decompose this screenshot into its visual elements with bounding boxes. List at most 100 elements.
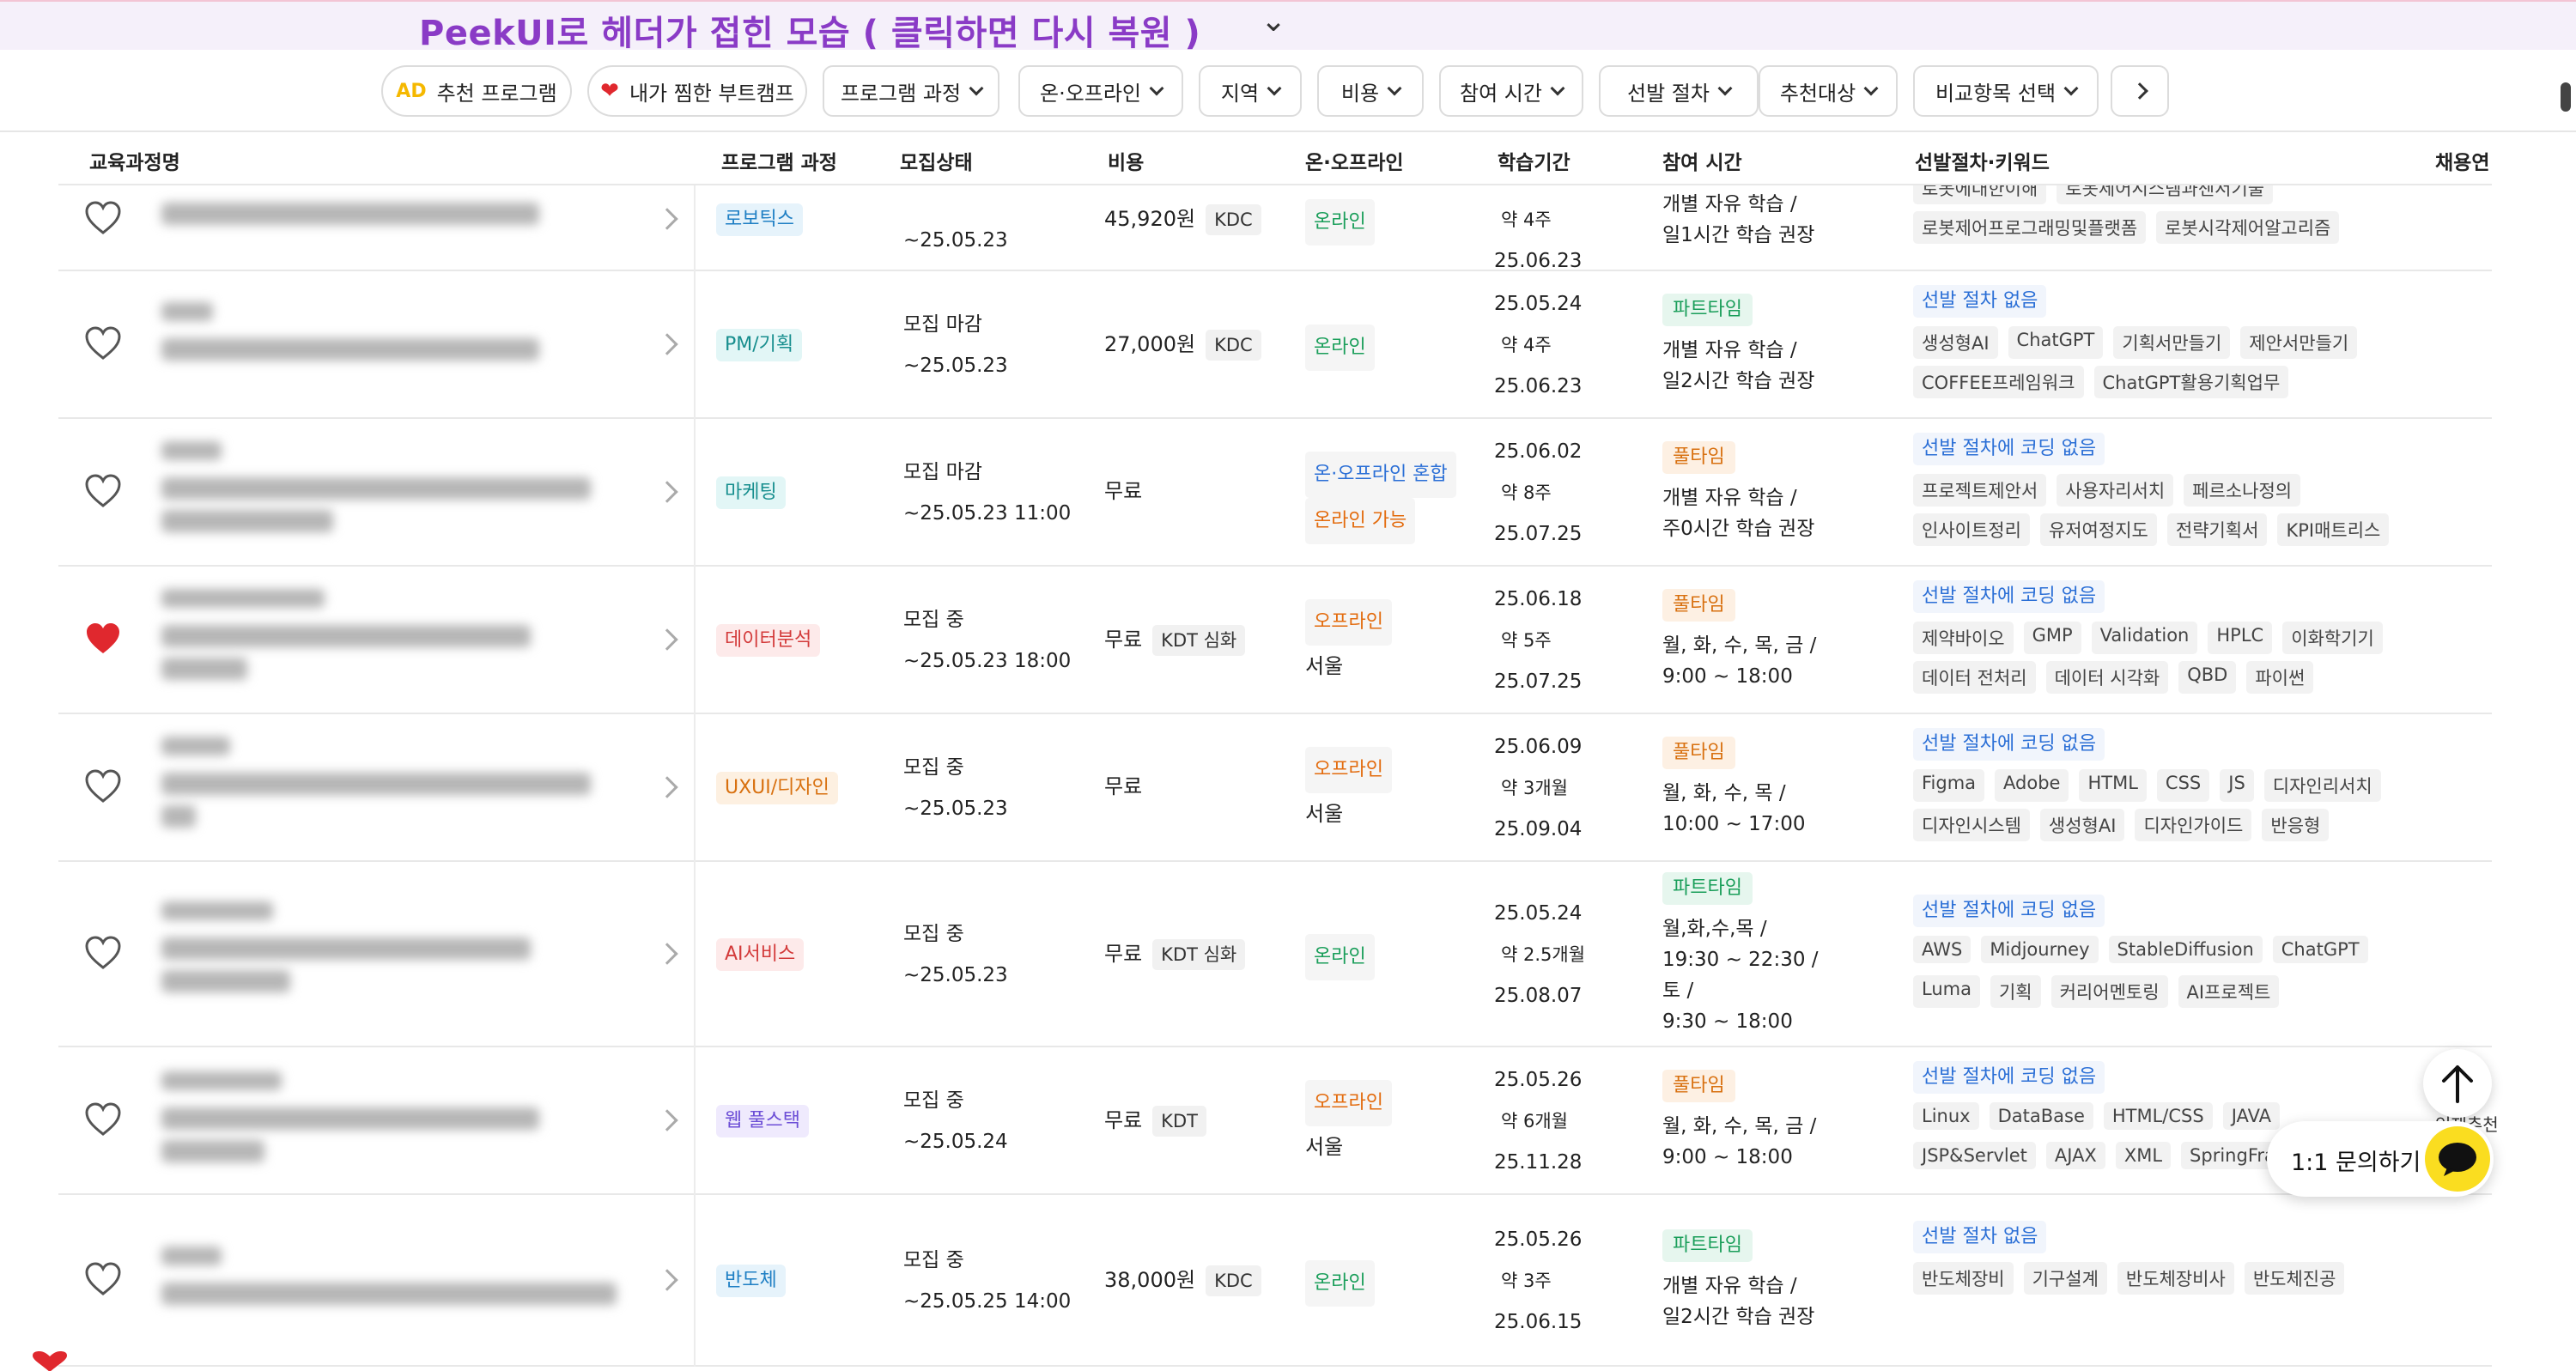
keyword-tag: 전략기획서 <box>2166 513 2268 546</box>
chevron-right-icon[interactable] <box>656 628 678 651</box>
filter-selection[interactable]: 선발 절차 <box>1599 65 1759 117</box>
filter-mode[interactable]: 온·오프라인 <box>1018 65 1183 117</box>
keyword-tag: JS <box>2220 769 2254 802</box>
keyword-list: Figma Adobe HTML CSS JS 디자인리서치 <box>1913 769 2381 802</box>
time-line: 개별 자유 학습 / <box>1662 339 1797 361</box>
keyword-list: 반도체장비 기구설계 반도체장비사 반도체진공 <box>1913 1262 2345 1295</box>
banner-text[interactable]: PeekUI로 헤더가 접힌 모습 ( 클릭하면 다시 복원 ) <box>419 14 1201 53</box>
filter-favorites[interactable]: ❤ 내가 찜한 부트캠프 <box>587 65 807 117</box>
scroll-top-button[interactable] <box>2423 1049 2492 1118</box>
time-line: 월, 화, 수, 목, 금 / <box>1662 1115 1817 1137</box>
table-row[interactable]: AI서비스 모집 중 ~25.05.23 무료 KDT 심화 온라인 25.05.24 약 2… <box>58 862 2492 1047</box>
scrollbar-thumb[interactable] <box>2561 82 2571 112</box>
mode: 온라인 <box>1305 325 1375 371</box>
selection-procedure: 선발 절차에 코딩 없음 <box>1913 728 2105 761</box>
chevron-right-icon[interactable] <box>656 776 678 798</box>
chevron-right-icon[interactable] <box>656 943 678 965</box>
chevron-right-icon[interactable] <box>656 1109 678 1131</box>
status-label: 모집 중 <box>903 756 964 779</box>
heart-outline-icon[interactable] <box>84 1102 122 1140</box>
blurred-title <box>161 901 273 920</box>
keyword-tag: 제안서만들기 <box>2240 326 2358 359</box>
heart-outline-icon[interactable] <box>84 326 122 364</box>
blurred-title <box>161 737 230 755</box>
heart-outline-icon[interactable] <box>84 474 122 512</box>
chevron-right-icon[interactable] <box>656 1269 678 1291</box>
keyword-tag: COFFEE프레임워크 <box>1913 366 2084 398</box>
deadline: ~25.05.24 <box>903 1131 1008 1153</box>
chevron-down-icon <box>2063 81 2079 96</box>
inquiry-button[interactable]: 1:1 문의하기 <box>2267 1121 2494 1197</box>
filter-next-button[interactable] <box>2111 65 2169 117</box>
heart-icon[interactable] <box>31 1351 69 1371</box>
filter-cost[interactable]: 비용 <box>1317 65 1424 117</box>
heart-outline-icon[interactable] <box>84 201 122 239</box>
end-date: 25.07.25 <box>1494 670 1583 693</box>
heart-filled-icon[interactable] <box>84 622 122 659</box>
filter-region[interactable]: 지역 <box>1199 65 1302 117</box>
keyword-tag: AJAX <box>2045 1142 2105 1169</box>
cost: 무료 KDT <box>1104 1106 1206 1137</box>
cost-value: 무료 <box>1104 628 1143 652</box>
filter-time[interactable]: 참여 시간 <box>1439 65 1583 117</box>
chevron-down-icon[interactable]: ⌄ <box>1261 3 1287 39</box>
cost-value: 무료 <box>1104 942 1143 966</box>
table-row[interactable]: 마케팅 모집 마감 ~25.05.23 11:00 무료 온·오프라인 혼합 온라인 가능… <box>58 419 2492 567</box>
cost-tag: KDC <box>1206 204 1261 235</box>
mode-sub: 서울 <box>1305 793 1392 834</box>
filter-program[interactable]: 프로그램 과정 <box>823 65 999 117</box>
selection-label: 선발 절차에 코딩 없음 <box>1913 895 2105 927</box>
table-row[interactable]: 반도체 모집 중 ~25.05.25 14:00 38,000원 KDC 온라인 25.05… <box>58 1195 2492 1367</box>
col-hiring[interactable]: 채용연 <box>2435 152 2490 174</box>
participation-time: 파트타임 개별 자유 학습 / 일2시간 학습 권장 <box>1662 1229 1814 1332</box>
mode: 온·오프라인 혼합 온라인 가능 <box>1305 452 1456 544</box>
keyword-tag: DataBase <box>1989 1102 2093 1130</box>
keyword-tag: 데이터 전처리 <box>1913 661 2036 694</box>
chevron-right-icon[interactable] <box>656 481 678 503</box>
col-time[interactable]: 참여 시간 <box>1662 152 1742 174</box>
participation-time: 파트타임 개별 자유 학습 / 일2시간 학습 권장 <box>1662 294 1814 397</box>
filter-compare[interactable]: 비교항목 선택 <box>1913 65 2099 117</box>
start-date: 25.06.09 <box>1494 736 1583 758</box>
keyword-tag: 생성형AI <box>2039 809 2125 841</box>
keyword-tag: 사용자리서치 <box>2057 474 2174 507</box>
keyword-tag: 프로젝트제안서 <box>1913 474 2047 507</box>
mode-label: 온라인 <box>1305 934 1375 980</box>
filter-target[interactable]: 추천대상 <box>1759 65 1898 117</box>
table-row[interactable]: 로보틱스 ~25.05.23 45,920원 KDC 온라인 약 4주 25.06.23 개별… <box>58 185 2492 272</box>
table-row[interactable]: 웹 풀스택 모집 중 ~25.05.24 무료 KDT 오프라인 서울 25.05.26 약 6… <box>58 1047 2492 1195</box>
cost-value: 무료 <box>1104 479 1143 503</box>
time-line: 개별 자유 학습 / <box>1662 193 1797 215</box>
keyword-tag: 디자인시스템 <box>1913 809 2030 841</box>
collapsed-header-banner[interactable]: PeekUI로 헤더가 접힌 모습 ( 클릭하면 다시 복원 ) ⌄ <box>0 0 2576 53</box>
column-divider <box>694 1047 696 1195</box>
heart-outline-icon[interactable] <box>84 936 122 974</box>
col-keywords[interactable]: 선발절차·키워드 <box>1915 152 2050 174</box>
filter-recommended[interactable]: AD 추천 프로그램 <box>381 65 572 117</box>
keyword-tag: 페르소나정의 <box>2184 474 2301 507</box>
keyword-tag: ChatGPT <box>2272 936 2368 963</box>
time-type-tag: 풀타임 <box>1662 1070 1735 1102</box>
duration: 약 4주 <box>1501 209 1552 230</box>
filter-label: 지역 <box>1220 81 1260 106</box>
col-status[interactable]: 모집상태 <box>900 152 973 174</box>
keyword-tag: 파이썬 <box>2246 661 2314 694</box>
time-type-tag: 파트타임 <box>1662 1229 1753 1262</box>
time-type-tag: 풀타임 <box>1662 589 1735 622</box>
heart-outline-icon[interactable] <box>84 1262 122 1300</box>
table-row[interactable]: PM/기획 모집 마감 ~25.05.23 27,000원 KDC 온라인 25.05.24… <box>58 271 2492 419</box>
keyword-tag: XML <box>2115 1142 2172 1169</box>
heart-outline-icon[interactable] <box>84 769 122 807</box>
chevron-right-icon[interactable] <box>656 208 678 230</box>
col-cost[interactable]: 비용 <box>1108 152 1145 174</box>
col-name[interactable]: 교육과정명 <box>89 152 180 174</box>
col-mode[interactable]: 온·오프라인 <box>1305 152 1404 174</box>
participation-time: 개별 자유 학습 / 일1시간 학습 권장 <box>1662 189 1814 251</box>
col-period[interactable]: 학습기간 <box>1498 152 1571 174</box>
chevron-right-icon[interactable] <box>656 333 678 355</box>
col-program[interactable]: 프로그램 과정 <box>721 152 837 174</box>
table-row[interactable]: UXUI/디자인 모집 중 ~25.05.23 무료 오프라인 서울 25.06.09 약 3… <box>58 714 2492 862</box>
selection-procedure: 선발 절차 없음 <box>1913 1221 2047 1253</box>
keyword-tag: 인사이트정리 <box>1913 513 2030 546</box>
table-row[interactable]: 데이터분석 모집 중 ~25.05.23 18:00 무료 KDT 심화 오프라인 서울 25… <box>58 567 2492 714</box>
